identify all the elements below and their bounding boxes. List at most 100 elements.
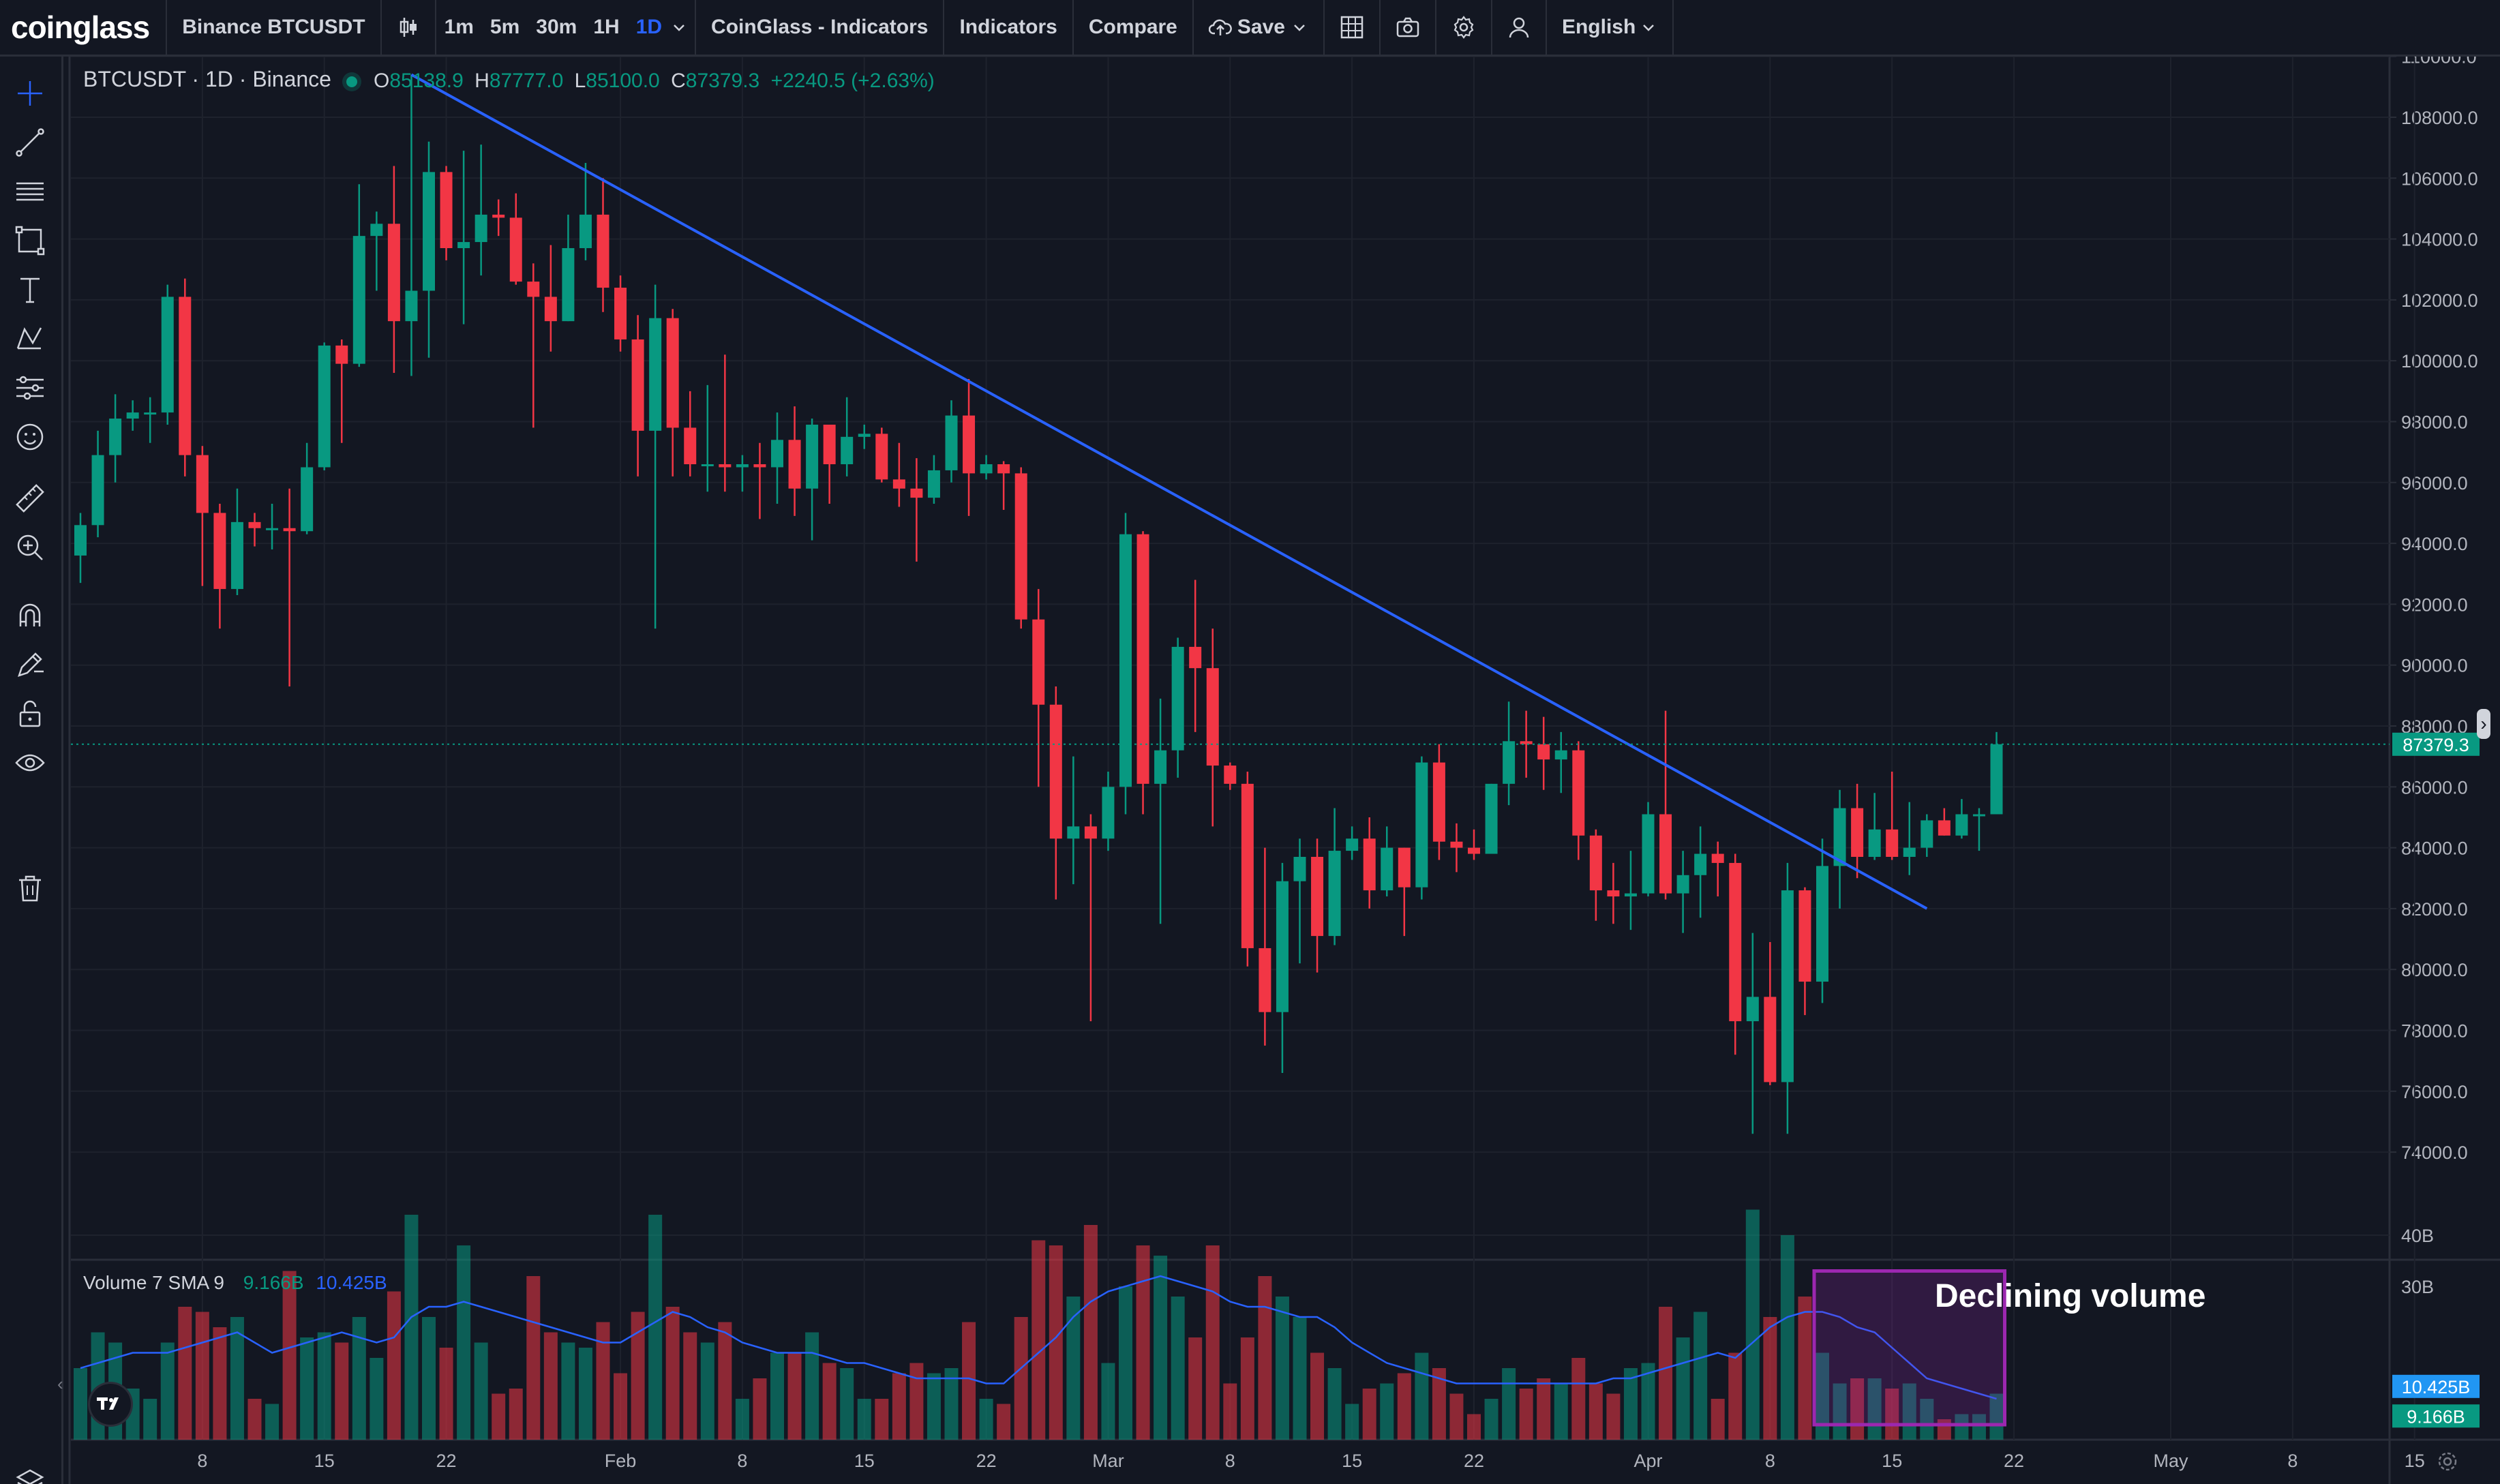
candle xyxy=(213,504,226,629)
horizontal-lines-tool[interactable] xyxy=(10,171,50,212)
gear-icon xyxy=(1454,16,1474,39)
language-selector[interactable]: English xyxy=(1547,0,1672,55)
interval-5m[interactable]: 5m xyxy=(490,16,520,38)
open-value: 85138.9 xyxy=(389,70,464,92)
candle xyxy=(945,400,958,483)
candle xyxy=(1676,851,1689,933)
rectangle-tool[interactable] xyxy=(10,220,50,261)
candle xyxy=(1241,771,1254,967)
toolbar-divider xyxy=(943,0,945,55)
time-tick-label: Apr xyxy=(1633,1451,1662,1471)
crosshair-tool[interactable] xyxy=(10,73,50,114)
interval-1m[interactable]: 1m xyxy=(444,16,474,38)
volume-bar xyxy=(1554,1383,1568,1440)
candle xyxy=(1642,802,1655,897)
volume-value-label: 10.425B xyxy=(2402,1377,2471,1397)
settings-button[interactable] xyxy=(1436,0,1491,55)
interval-1d[interactable]: 1D xyxy=(635,16,663,38)
volume-bar xyxy=(1014,1317,1028,1440)
candle-body xyxy=(370,224,383,237)
prediction-tool[interactable] xyxy=(10,367,50,408)
object-tree-tool[interactable] xyxy=(10,1461,50,1484)
candle-body xyxy=(1972,814,1985,817)
timezone-settings-icon[interactable] xyxy=(2435,1449,2460,1474)
measure-tool[interactable] xyxy=(10,478,50,519)
toolbar-divider xyxy=(1323,0,1325,55)
candle xyxy=(1259,847,1271,1046)
account-button[interactable] xyxy=(1492,0,1546,55)
symbol-selector[interactable]: Binance BTCUSDT xyxy=(182,16,365,38)
candle xyxy=(788,406,801,516)
candle-body xyxy=(109,419,122,455)
candle xyxy=(1485,783,1498,854)
candle-body xyxy=(91,455,104,526)
save-button[interactable]: Save xyxy=(1194,0,1323,55)
candle-body xyxy=(1537,744,1550,760)
layout-button[interactable] xyxy=(1325,0,1379,55)
volume-bar xyxy=(1031,1240,1046,1440)
descending-trendline xyxy=(410,73,1928,910)
icons-tool[interactable] xyxy=(10,417,50,457)
candle xyxy=(1084,814,1097,1022)
candle-body xyxy=(1032,619,1045,705)
indicators-button[interactable]: Indicators xyxy=(959,16,1057,38)
volume-value-label: 9.166B xyxy=(2407,1406,2465,1427)
volume-bar xyxy=(1885,1389,1899,1440)
declining-volume-annotation: Declining volume xyxy=(1935,1278,2206,1314)
candle-body xyxy=(1746,997,1759,1022)
candle-body xyxy=(213,513,226,590)
collapse-right-handle[interactable]: › xyxy=(2477,709,2490,739)
candle xyxy=(301,442,314,534)
candle-body xyxy=(910,488,923,498)
candle xyxy=(1346,826,1359,860)
volume-bar xyxy=(195,1312,209,1440)
lock-tool[interactable] xyxy=(10,693,50,734)
volume-bar xyxy=(840,1368,854,1440)
time-tick-label: 8 xyxy=(1225,1451,1235,1471)
compare-button[interactable]: Compare xyxy=(1088,16,1177,38)
trash-icon xyxy=(19,875,41,902)
candle xyxy=(423,141,435,358)
interval-dropdown[interactable] xyxy=(670,0,695,55)
last-price-label: 87379.3 xyxy=(2403,735,2469,755)
candle xyxy=(1868,793,1881,860)
visibility-tool[interactable] xyxy=(10,742,50,783)
screenshot-button[interactable] xyxy=(1381,0,1435,55)
time-tick-label: 22 xyxy=(1464,1451,1484,1471)
candle xyxy=(701,384,714,492)
zoom-in-tool[interactable] xyxy=(10,527,50,568)
candle xyxy=(597,178,609,312)
delete-drawings-tool[interactable] xyxy=(10,868,50,909)
volume-bar xyxy=(1780,1235,1794,1440)
candle xyxy=(1432,744,1445,860)
candle-body xyxy=(597,214,609,288)
candle-body xyxy=(631,339,644,431)
pattern-tool[interactable] xyxy=(10,318,50,359)
magnet-tool[interactable] xyxy=(10,595,50,636)
volume-bar xyxy=(1432,1368,1446,1440)
time-tick-label: 15 xyxy=(854,1451,875,1471)
interval-30m[interactable]: 30m xyxy=(536,16,577,38)
volume-bar xyxy=(265,1404,280,1440)
candle xyxy=(841,397,854,476)
volume-bar xyxy=(213,1327,227,1440)
volume-bar xyxy=(1763,1317,1777,1440)
toolbar-divider xyxy=(434,0,436,55)
text-tool[interactable] xyxy=(10,269,50,310)
candle-body xyxy=(1833,808,1846,866)
stay-in-drawing-tool[interactable] xyxy=(10,644,50,685)
coinglass-indicators-button[interactable]: CoinGlass - Indicators xyxy=(711,16,929,38)
close-label: C xyxy=(671,70,686,92)
trendline-tool[interactable] xyxy=(10,122,50,163)
candle-body xyxy=(927,470,940,498)
toolbar-divider xyxy=(695,0,697,55)
interval-1h[interactable]: 1H xyxy=(593,16,620,38)
candle-body xyxy=(1432,762,1445,842)
collapse-left-handle[interactable]: ‹ xyxy=(57,1374,63,1394)
candle-body xyxy=(719,464,732,468)
chart-type-button[interactable] xyxy=(382,0,435,55)
volume-bar xyxy=(1798,1297,1812,1440)
tradingview-logo[interactable] xyxy=(90,1384,131,1425)
price-tick-label: 78000.0 xyxy=(2401,1021,2468,1042)
